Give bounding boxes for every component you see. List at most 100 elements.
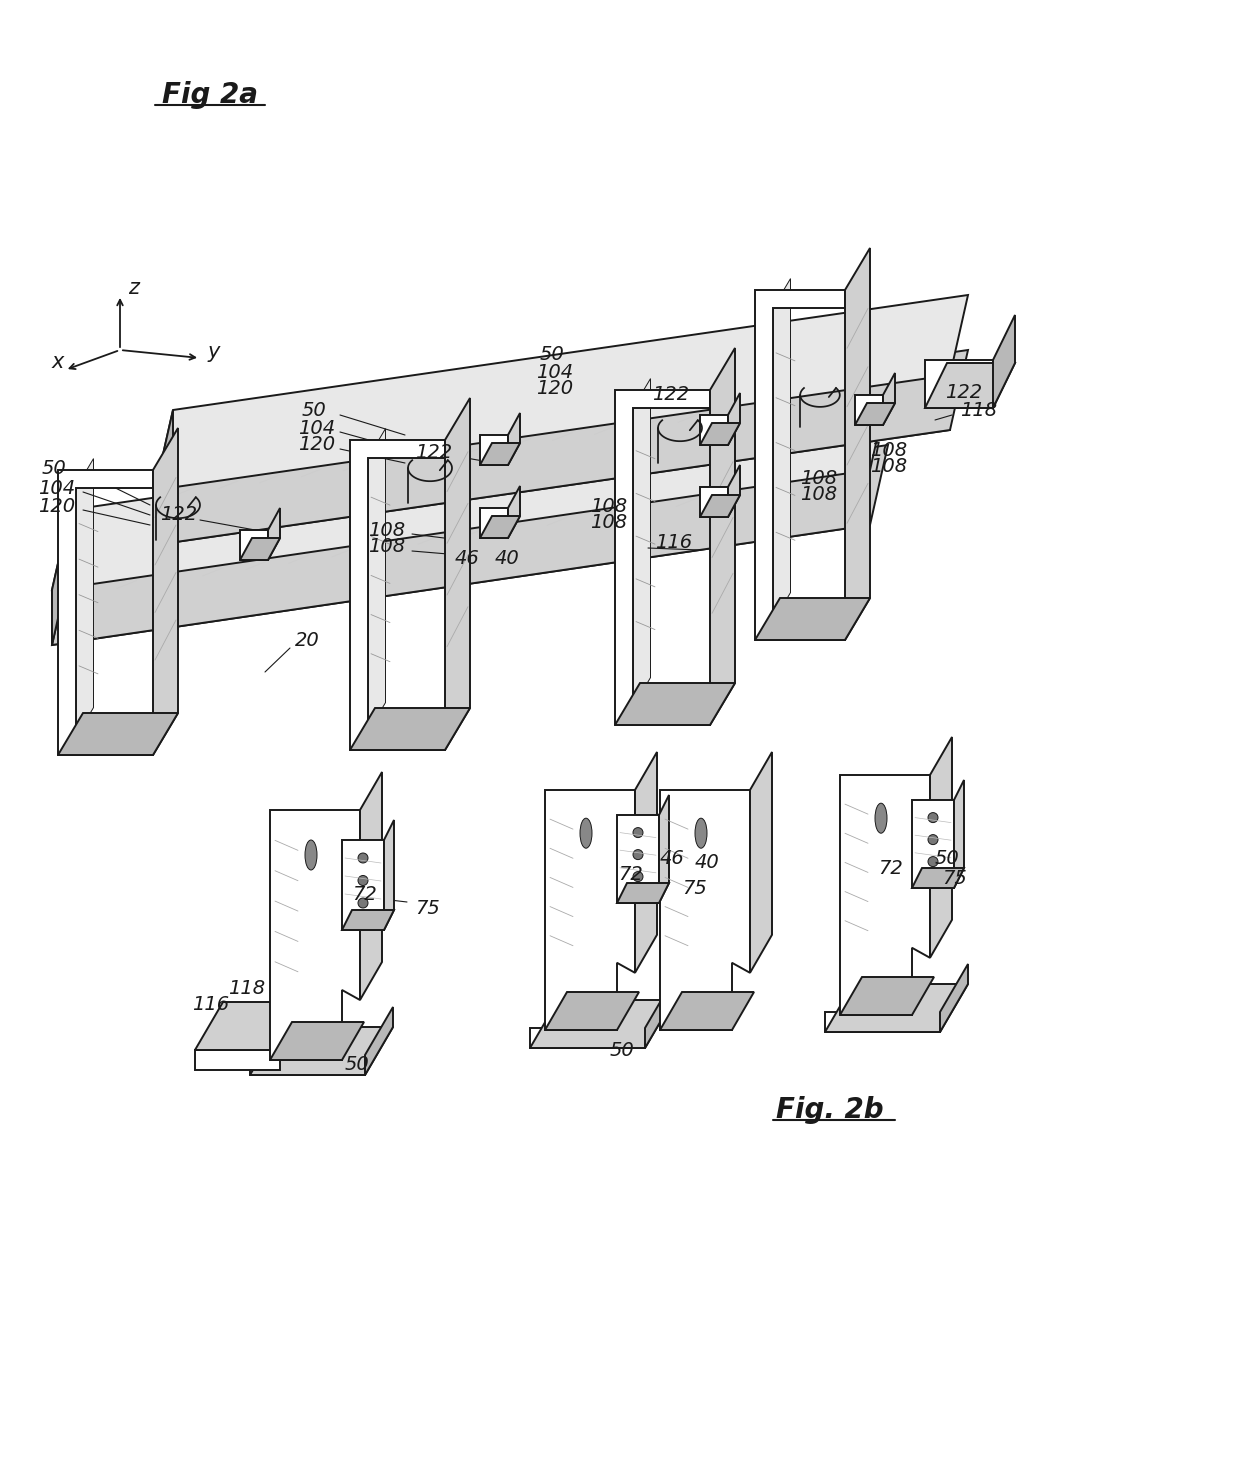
Polygon shape <box>755 290 844 640</box>
Text: 120: 120 <box>298 435 335 455</box>
Polygon shape <box>632 379 651 706</box>
Polygon shape <box>529 1000 673 1049</box>
Polygon shape <box>480 508 508 538</box>
Text: Fig. 2b: Fig. 2b <box>776 1096 884 1124</box>
Text: 108: 108 <box>870 458 908 477</box>
Polygon shape <box>52 469 870 646</box>
Text: 108: 108 <box>590 496 627 515</box>
Polygon shape <box>52 390 888 589</box>
Polygon shape <box>635 752 657 973</box>
Polygon shape <box>241 538 280 560</box>
Ellipse shape <box>875 803 887 834</box>
Text: 50: 50 <box>610 1041 635 1059</box>
Text: 122: 122 <box>415 443 453 462</box>
Polygon shape <box>508 413 520 465</box>
Polygon shape <box>155 295 968 490</box>
Text: 40: 40 <box>495 548 520 567</box>
Polygon shape <box>445 398 470 749</box>
Circle shape <box>928 835 937 844</box>
Ellipse shape <box>305 840 317 869</box>
Polygon shape <box>615 683 735 726</box>
Text: 116: 116 <box>192 995 229 1014</box>
Text: z: z <box>128 278 139 298</box>
Polygon shape <box>480 443 520 465</box>
Polygon shape <box>645 980 673 1049</box>
Polygon shape <box>250 1054 365 1075</box>
Polygon shape <box>856 403 895 425</box>
Polygon shape <box>270 810 360 1060</box>
Polygon shape <box>546 992 639 1029</box>
Polygon shape <box>155 350 968 545</box>
Polygon shape <box>153 428 179 755</box>
Text: 122: 122 <box>652 385 689 404</box>
Polygon shape <box>365 1007 393 1075</box>
Polygon shape <box>350 708 470 749</box>
Polygon shape <box>508 486 520 538</box>
Ellipse shape <box>580 818 591 849</box>
Polygon shape <box>529 1028 645 1049</box>
Polygon shape <box>728 392 740 444</box>
Circle shape <box>358 875 368 886</box>
Polygon shape <box>155 375 950 545</box>
Text: 104: 104 <box>536 363 573 382</box>
Polygon shape <box>911 868 963 889</box>
Circle shape <box>928 856 937 866</box>
Polygon shape <box>728 465 740 517</box>
Polygon shape <box>58 712 179 755</box>
Polygon shape <box>701 424 740 444</box>
Text: Fig 2a: Fig 2a <box>162 81 258 110</box>
Polygon shape <box>342 909 394 930</box>
Text: 118: 118 <box>960 400 997 419</box>
Polygon shape <box>618 883 670 903</box>
Text: 72: 72 <box>618 865 642 884</box>
Text: 40: 40 <box>694 853 719 871</box>
Text: 122: 122 <box>160 505 197 524</box>
Polygon shape <box>825 1012 940 1032</box>
Text: 20: 20 <box>295 631 320 650</box>
Polygon shape <box>883 373 895 425</box>
Polygon shape <box>825 983 968 1032</box>
Polygon shape <box>925 360 993 407</box>
Polygon shape <box>856 395 883 425</box>
Polygon shape <box>368 428 386 732</box>
Polygon shape <box>844 247 870 640</box>
Text: 75: 75 <box>415 899 440 918</box>
Polygon shape <box>618 815 658 903</box>
Polygon shape <box>930 738 952 958</box>
Polygon shape <box>480 435 508 465</box>
Polygon shape <box>660 992 754 1029</box>
Text: 108: 108 <box>800 468 837 487</box>
Text: x: x <box>52 352 64 372</box>
Polygon shape <box>76 459 93 738</box>
Polygon shape <box>195 1050 280 1069</box>
Ellipse shape <box>694 818 707 849</box>
Text: 108: 108 <box>368 520 405 539</box>
Polygon shape <box>155 410 174 545</box>
Polygon shape <box>839 775 930 1014</box>
Polygon shape <box>384 820 394 930</box>
Text: 46: 46 <box>455 548 480 567</box>
Polygon shape <box>241 530 268 560</box>
Polygon shape <box>993 315 1016 407</box>
Text: 75: 75 <box>942 868 967 887</box>
Polygon shape <box>270 1022 365 1060</box>
Text: 122: 122 <box>945 384 982 403</box>
Polygon shape <box>711 348 735 726</box>
Polygon shape <box>755 598 870 640</box>
Polygon shape <box>52 444 888 646</box>
Polygon shape <box>701 487 728 517</box>
Text: 108: 108 <box>590 512 627 532</box>
Polygon shape <box>940 964 968 1032</box>
Polygon shape <box>480 515 520 538</box>
Polygon shape <box>546 789 635 1029</box>
Text: 50: 50 <box>935 849 960 868</box>
Text: 108: 108 <box>870 440 908 459</box>
Polygon shape <box>750 752 773 973</box>
Text: 120: 120 <box>38 496 76 515</box>
Text: 72: 72 <box>878 859 903 878</box>
Text: 118: 118 <box>228 979 265 998</box>
Polygon shape <box>925 363 1016 407</box>
Text: 75: 75 <box>682 878 707 897</box>
Text: 50: 50 <box>303 400 327 419</box>
Polygon shape <box>250 1026 393 1075</box>
